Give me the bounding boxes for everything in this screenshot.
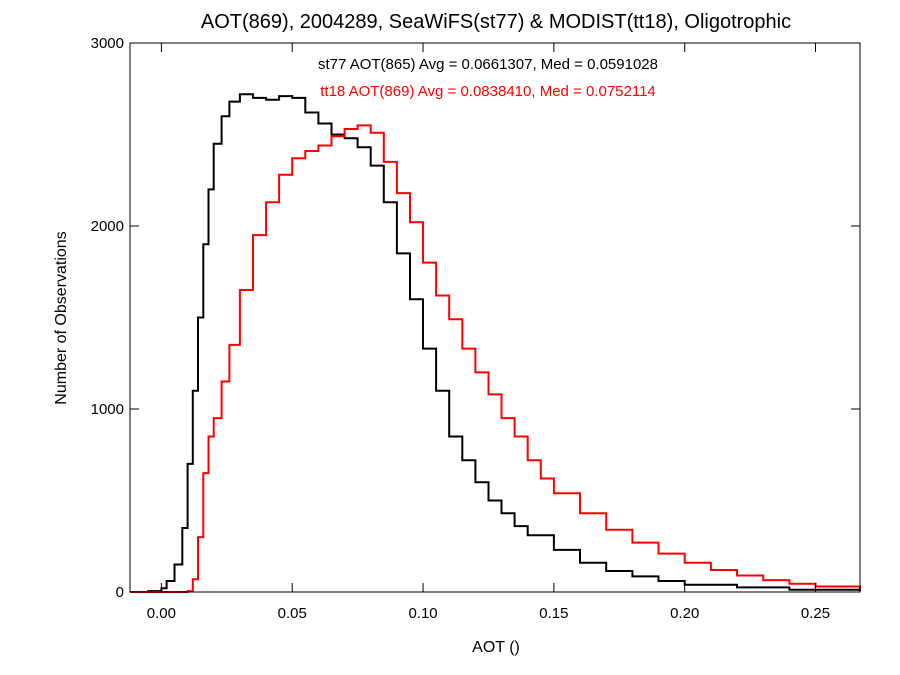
x-tick-label: 0.05 (278, 605, 307, 622)
x-tick-label: 0.00 (147, 605, 176, 622)
annotation-st77-stats: st77 AOT(865) Avg = 0.0661307, Med = 0.0… (318, 56, 658, 73)
y-tick-label: 1000 (91, 401, 124, 418)
x-tick-label: 0.25 (801, 605, 830, 622)
plot-frame (129, 42, 861, 593)
y-axis-title: Number of Observations (53, 231, 70, 404)
x-tick-label: 0.15 (539, 605, 568, 622)
x-axis: 0.00 0.05 0.10 0.15 0.20 0.25 (147, 43, 830, 622)
series-layer (130, 93, 861, 593)
x-tick-label: 0.10 (408, 605, 437, 622)
series-st77-histogram (130, 93, 861, 593)
y-tick-label: 3000 (91, 35, 124, 52)
y-tick-label: 0 (116, 584, 124, 601)
y-tick-label: 2000 (91, 218, 124, 235)
series-tt18-histogram (130, 124, 861, 593)
annotation-tt18-stats: tt18 AOT(869) Avg = 0.0838410, Med = 0.0… (320, 83, 656, 100)
x-axis-title: AOT () (472, 639, 520, 656)
x-tick-label: 0.20 (670, 605, 699, 622)
chart-title: AOT(869), 2004289, SeaWiFS(st77) & MODIS… (201, 11, 791, 33)
y-axis: 0 1000 2000 3000 (91, 35, 860, 601)
